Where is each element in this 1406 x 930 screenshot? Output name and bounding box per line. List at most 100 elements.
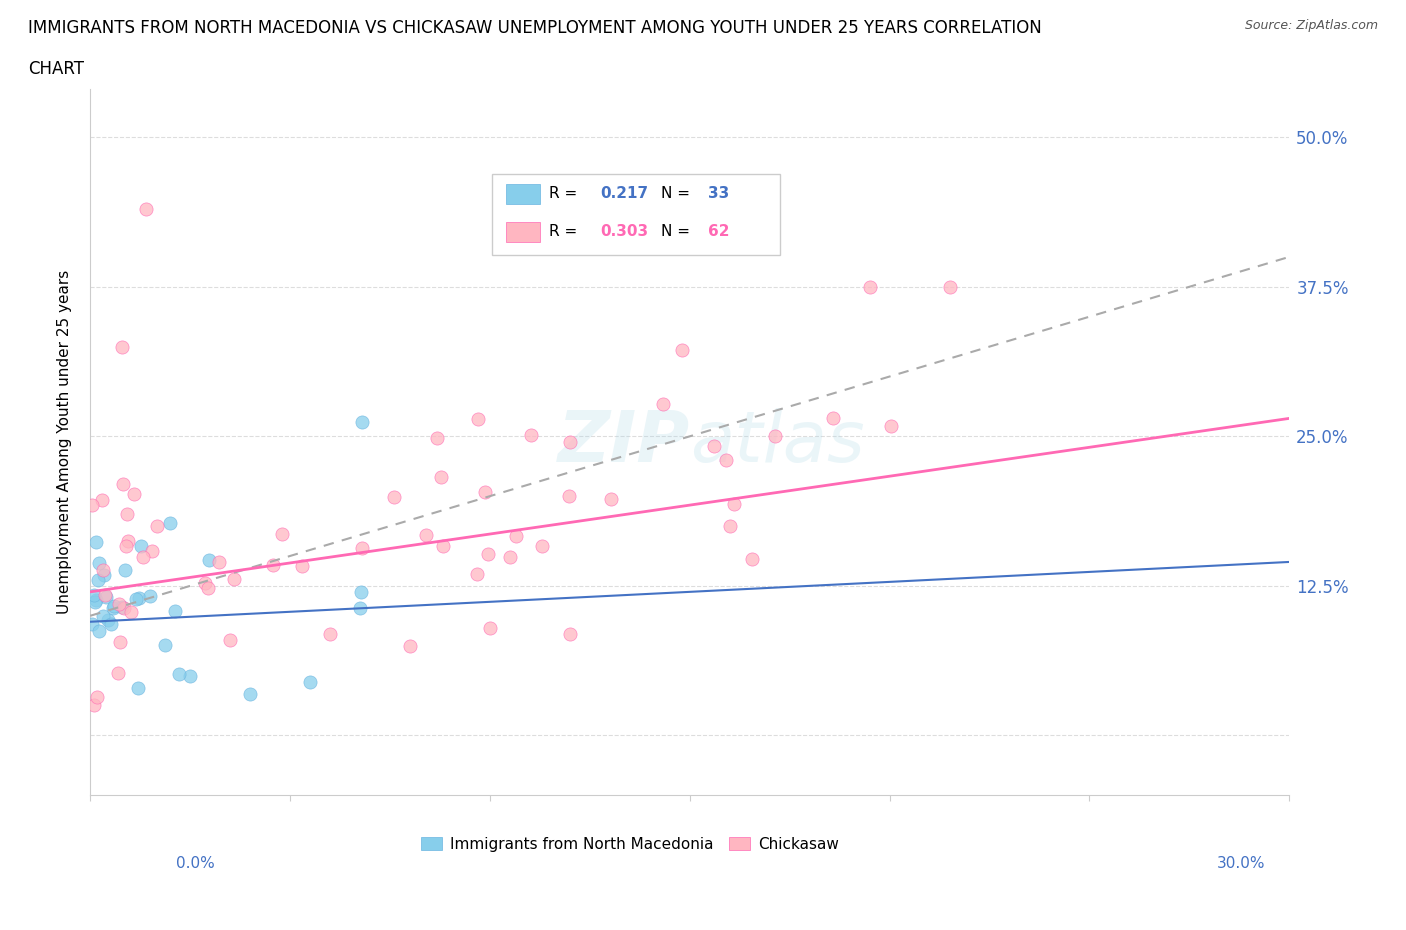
Point: [87, 573, 110, 588]
Point: [100, 616, 122, 631]
Point: [270, 526, 292, 541]
Point: [82, 617, 104, 631]
Point: [84, 535, 107, 550]
Point: [651, 396, 673, 411]
Point: [599, 492, 621, 507]
Text: 0.303: 0.303: [600, 224, 648, 240]
Point: [84, 592, 107, 607]
Point: [938, 279, 960, 294]
Text: 0.0%: 0.0%: [176, 856, 215, 870]
Point: [219, 632, 242, 647]
Point: [505, 528, 527, 543]
Point: [291, 558, 314, 573]
Point: [165, 604, 187, 618]
Point: [117, 507, 139, 522]
Text: N =: N =: [661, 186, 695, 202]
Point: [415, 527, 437, 542]
Point: [94, 588, 117, 603]
Point: [467, 412, 489, 427]
Point: [197, 580, 219, 595]
Point: [146, 519, 169, 534]
Point: [122, 486, 145, 501]
Point: [714, 452, 737, 467]
Point: [82, 498, 104, 513]
Point: [127, 680, 149, 695]
Point: [558, 489, 581, 504]
Point: [465, 566, 488, 581]
Point: [83, 698, 105, 712]
Point: [91, 609, 114, 624]
Point: [197, 552, 219, 567]
Point: [222, 571, 245, 586]
Bar: [506, 184, 540, 204]
Text: atlas: atlas: [690, 408, 865, 477]
Point: [262, 557, 284, 572]
FancyBboxPatch shape: [492, 174, 780, 255]
Bar: [506, 222, 540, 242]
Point: [430, 470, 453, 485]
Point: [112, 477, 135, 492]
Point: [128, 591, 150, 605]
Point: [86, 689, 108, 704]
Point: [299, 674, 322, 689]
Point: [107, 665, 129, 680]
Point: [111, 339, 134, 354]
Point: [426, 431, 449, 445]
Point: [531, 538, 554, 553]
Point: [96, 590, 118, 604]
Point: [90, 493, 112, 508]
Point: [399, 638, 422, 653]
Point: [111, 600, 134, 615]
Point: [477, 547, 499, 562]
Point: [84, 594, 107, 609]
Point: [194, 576, 217, 591]
Point: [114, 563, 136, 578]
Point: [159, 515, 181, 530]
Point: [350, 584, 373, 599]
Point: [520, 428, 543, 443]
Point: [153, 637, 176, 652]
Point: [91, 563, 114, 578]
Point: [478, 620, 501, 635]
Point: [349, 600, 371, 615]
Text: Source: ZipAtlas.com: Source: ZipAtlas.com: [1244, 19, 1378, 32]
Point: [103, 599, 125, 614]
Point: [97, 613, 120, 628]
Point: [167, 666, 190, 681]
Point: [179, 668, 201, 683]
Point: [671, 343, 693, 358]
Point: [87, 556, 110, 571]
Text: R =: R =: [550, 224, 582, 240]
Point: [114, 538, 136, 553]
Point: [108, 596, 131, 611]
Point: [83, 588, 105, 603]
Text: IMMIGRANTS FROM NORTH MACEDONIA VS CHICKASAW UNEMPLOYMENT AMONG YOUTH UNDER 25 Y: IMMIGRANTS FROM NORTH MACEDONIA VS CHICK…: [28, 19, 1042, 36]
Text: R =: R =: [550, 186, 582, 202]
Point: [132, 550, 155, 565]
Point: [207, 555, 229, 570]
Legend: Immigrants from North Macedonia, Chickasaw: Immigrants from North Macedonia, Chickas…: [415, 830, 845, 858]
Text: ZIP: ZIP: [558, 408, 690, 477]
Point: [560, 435, 582, 450]
Point: [135, 202, 157, 217]
Point: [239, 686, 262, 701]
Point: [350, 415, 373, 430]
Point: [558, 626, 581, 641]
Point: [117, 534, 139, 549]
Point: [93, 567, 115, 582]
Text: 33: 33: [707, 186, 728, 202]
Text: 30.0%: 30.0%: [1218, 856, 1265, 870]
Point: [112, 601, 135, 616]
Text: 62: 62: [707, 224, 730, 240]
Point: [101, 601, 124, 616]
Point: [87, 624, 110, 639]
Text: 0.217: 0.217: [600, 186, 648, 202]
Text: CHART: CHART: [28, 60, 84, 78]
Point: [858, 279, 880, 294]
Point: [499, 550, 522, 565]
Point: [319, 626, 342, 641]
Point: [703, 438, 725, 453]
Point: [823, 411, 845, 426]
Point: [382, 489, 405, 504]
Text: N =: N =: [661, 224, 695, 240]
